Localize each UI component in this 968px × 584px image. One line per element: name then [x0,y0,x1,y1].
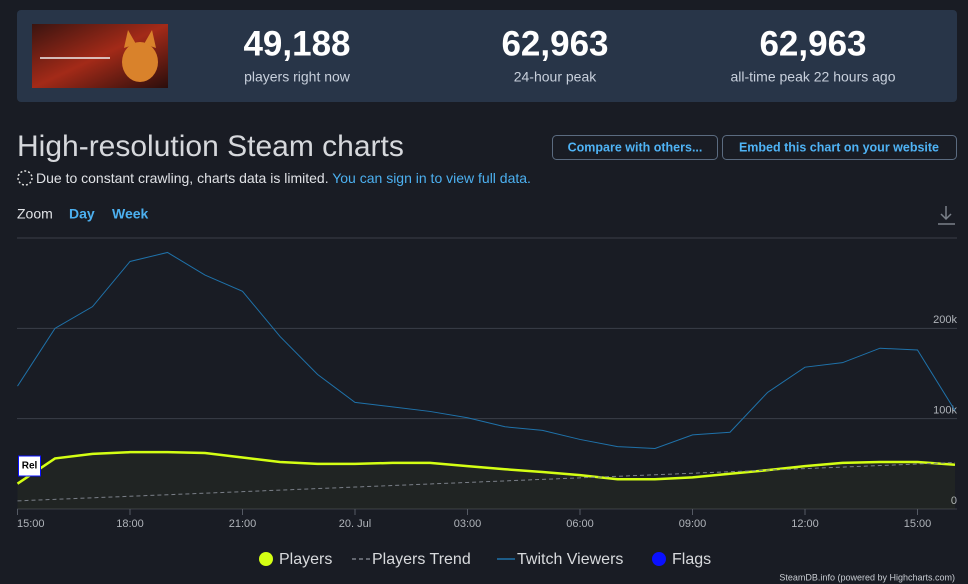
x-tick-label: 18:00 [116,518,144,530]
y-tick-label: 200k [933,314,957,326]
compare-button[interactable] [552,135,718,160]
compare-button-label[interactable]: Compare with others... [568,140,703,154]
notice-icon [17,170,33,186]
flag [18,455,41,477]
credit: SteamDB.info (powered by Highcharts.com) [779,572,955,582]
legend-label: Flags [672,551,711,568]
x-tick-label: 21:00 [229,518,257,530]
page-title: High-resolution Steam charts [17,130,404,163]
x-tick-label: 20. Jul [339,518,371,530]
series-line [17,461,956,502]
legend-swatch [259,552,273,566]
zoom-week[interactable]: Week [112,206,149,222]
x-tick-label: 03:00 [454,518,482,530]
game-image [32,24,168,88]
stat-value: 62,963 [501,24,608,63]
series-line [16,450,956,485]
x-tick-label: 06:00 [566,518,594,530]
legend-label: Players [279,551,332,568]
x-tick-label: 09:00 [679,518,707,530]
notice: Due to constant crawling, charts data is… [36,170,531,186]
x-tick-label: 15:00 [904,518,932,530]
embed-button-label[interactable]: Embed this chart on your website [739,140,939,154]
legend-swatch [652,552,666,566]
zoom-label: Zoom [17,206,53,222]
download-icon[interactable] [938,206,955,225]
legend-label: Players Trend [372,551,471,568]
stat-label: 24-hour peak [514,69,598,85]
legend-label: Twitch Viewers [517,551,623,568]
players-area [17,452,955,509]
stat-label: all-time peak 22 hours ago [731,69,896,85]
stat-value: 62,963 [759,24,866,63]
y-tick-label: 0 [951,495,957,507]
x-tick-label: 15:00 [17,518,45,530]
embed-button[interactable] [722,135,957,160]
zoom-day[interactable]: Day [69,206,95,222]
notice-link[interactable]: You can sign in to view full data. [332,170,531,186]
series-line [17,251,956,449]
y-tick-label: 100k [933,405,957,417]
stats-panel [17,10,957,102]
stat-label: players right now [244,69,351,85]
flag-label: Rel [22,461,38,472]
stat-value: 49,188 [243,24,350,63]
x-tick-label: 12:00 [791,518,819,530]
notice-text: Due to constant crawling, charts data is… [36,170,329,186]
